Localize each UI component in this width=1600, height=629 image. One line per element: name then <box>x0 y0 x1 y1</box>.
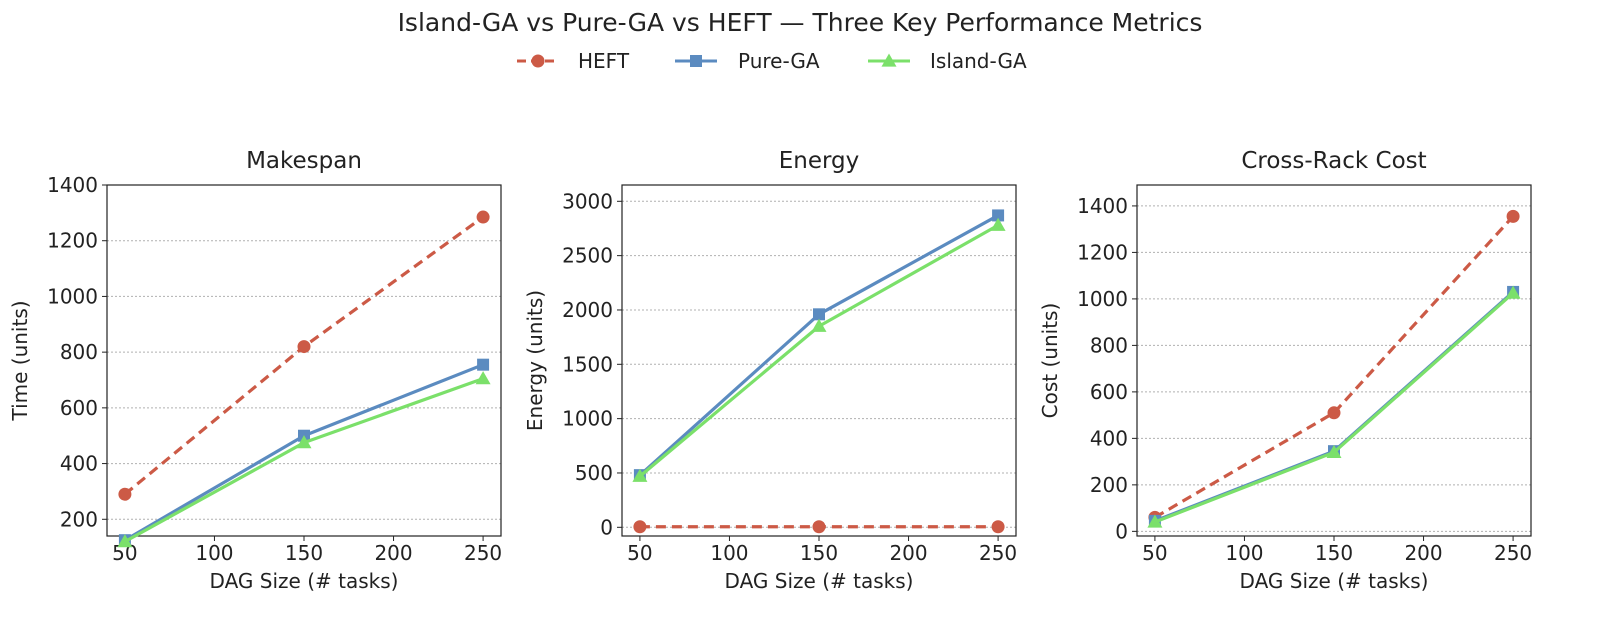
ylabel-energy: Energy (units) <box>523 290 547 431</box>
point-energy-island-ga-150 <box>811 318 827 332</box>
ytick-label-cross-rack-cost-0: 0 <box>1115 519 1128 543</box>
legend-item-island-ga: Island-GA <box>868 49 1027 73</box>
ytick-label-cross-rack-cost-1200: 1200 <box>1077 240 1128 264</box>
point-makespan-pure-ga-250 <box>477 358 490 371</box>
panel-title-cross-rack-cost: Cross-Rack Cost <box>1241 148 1426 174</box>
series-line-makespan-pure-ga <box>124 363 484 542</box>
legend-label-island-ga: Island-GA <box>930 49 1027 73</box>
panel-title-energy: Energy <box>779 148 860 174</box>
point-energy-heft-50 <box>633 520 647 534</box>
ylabel-makespan: Time (units) <box>8 300 32 421</box>
ytick-label-makespan-200: 200 <box>60 507 98 531</box>
point-cross-rack-cost-island-ga-250 <box>1505 285 1521 299</box>
ytick-label-energy-3000: 3000 <box>562 189 613 213</box>
ytick-label-energy-0: 0 <box>600 515 613 539</box>
xtick-label-energy-100: 100 <box>710 541 748 565</box>
panel-title-makespan: Makespan <box>246 148 362 174</box>
xtick-label-makespan-150: 150 <box>285 541 323 565</box>
xlabel-cross-rack-cost: DAG Size (# tasks) <box>1240 569 1429 593</box>
series-cross-rack-cost-island-ga <box>1147 285 1521 528</box>
series-line-makespan-island-ga <box>124 377 484 543</box>
ytick-label-makespan-400: 400 <box>60 452 98 476</box>
ytick-label-makespan-1400: 1400 <box>47 173 98 197</box>
point-makespan-heft-50 <box>118 487 132 501</box>
plot-frame-cross-rack-cost <box>1136 184 1532 537</box>
legend-marker-pure-ga <box>690 55 702 67</box>
point-cross-rack-cost-heft-150 <box>1327 406 1341 420</box>
point-energy-pure-ga-250 <box>992 209 1005 222</box>
xtick-label-energy-50: 50 <box>627 541 652 565</box>
ytick-label-cross-rack-cost-400: 400 <box>1090 426 1128 450</box>
xtick-label-energy-150: 150 <box>800 541 838 565</box>
ytick-label-cross-rack-cost-600: 600 <box>1090 380 1128 404</box>
point-energy-island-ga-50 <box>632 468 648 482</box>
series-energy-pure-ga <box>633 209 1005 482</box>
xtick-label-energy-200: 200 <box>889 541 927 565</box>
panel-energy: 0 500 1000 1500 2000 2500 3000 50 100 150 200 250 En… <box>523 148 1017 593</box>
ytick-label-energy-1000: 1000 <box>562 407 613 431</box>
xlabel-makespan: DAG Size (# tasks) <box>210 569 399 593</box>
ytick-label-energy-2500: 2500 <box>562 244 613 268</box>
point-energy-heft-250 <box>991 520 1005 534</box>
panel-cross-rack-cost: 0 200 400 600 800 1000 1200 1400 50 100 150 200 250 C… <box>1038 148 1532 593</box>
legend-marker-island-ga <box>881 53 897 67</box>
point-makespan-island-ga-250 <box>475 371 491 385</box>
ytick-label-cross-rack-cost-1000: 1000 <box>1077 287 1128 311</box>
point-makespan-heft-250 <box>476 210 490 224</box>
legend-marker-heft <box>531 54 545 68</box>
series-line-makespan-heft <box>123 215 485 496</box>
series-makespan-island-ga <box>117 371 491 548</box>
grid-cross-rack-cost <box>1137 205 1531 532</box>
ytick-label-cross-rack-cost-1400: 1400 <box>1077 194 1128 218</box>
xtick-label-cross-rack-cost-150: 150 <box>1315 541 1353 565</box>
xtick-label-makespan-250: 250 <box>464 541 502 565</box>
figure-title: Island-GA vs Pure-GA vs HEFT — Three Key… <box>398 8 1203 37</box>
xtick-label-makespan-200: 200 <box>374 541 412 565</box>
xlabel-energy: DAG Size (# tasks) <box>725 569 914 593</box>
ytick-label-energy-500: 500 <box>575 461 613 485</box>
xtick-label-cross-rack-cost-50: 50 <box>1142 541 1167 565</box>
ytick-label-energy-2000: 2000 <box>562 298 613 322</box>
point-makespan-island-ga-150 <box>296 435 312 449</box>
ytick-label-makespan-1200: 1200 <box>47 229 98 253</box>
series-cross-rack-cost-heft <box>1148 209 1520 524</box>
legend-item-heft: HEFT <box>517 49 630 73</box>
ytick-label-makespan-800: 800 <box>60 340 98 364</box>
ytick-label-makespan-600: 600 <box>60 396 98 420</box>
legend-label-heft: HEFT <box>578 49 630 73</box>
ytick-label-energy-1500: 1500 <box>562 352 613 376</box>
ytick-label-makespan-1000: 1000 <box>47 284 98 308</box>
point-cross-rack-cost-island-ga-50 <box>1147 514 1163 528</box>
point-energy-heft-150 <box>812 520 826 534</box>
plot-frame-makespan <box>106 184 502 537</box>
series-energy-island-ga <box>632 217 1006 482</box>
ytick-label-cross-rack-cost-200: 200 <box>1090 473 1128 497</box>
xtick-label-cross-rack-cost-200: 200 <box>1404 541 1442 565</box>
series-line-energy-island-ga <box>638 223 999 478</box>
point-makespan-island-ga-50 <box>117 534 133 548</box>
xtick-label-energy-250: 250 <box>979 541 1017 565</box>
ylabel-cross-rack-cost: Cost (units) <box>1038 303 1062 419</box>
point-energy-pure-ga-150 <box>813 308 825 321</box>
series-line-cross-rack-cost-heft <box>1154 215 1515 519</box>
xtick-label-makespan-100: 100 <box>195 541 233 565</box>
legend-item-pure-ga: Pure-GA <box>675 49 820 73</box>
point-energy-island-ga-250 <box>990 217 1006 231</box>
point-cross-rack-cost-island-ga-150 <box>1326 444 1342 458</box>
point-makespan-heft-150 <box>297 340 311 354</box>
legend-label-pure-ga: Pure-GA <box>738 49 820 73</box>
xtick-label-cross-rack-cost-100: 100 <box>1225 541 1263 565</box>
xtick-label-cross-rack-cost-250: 250 <box>1494 541 1532 565</box>
series-makespan-heft <box>118 210 490 501</box>
series-energy-heft <box>633 520 1005 534</box>
legend: HEFT Pure-GA Island-GA <box>517 49 1027 73</box>
point-cross-rack-cost-heft-250 <box>1506 209 1520 223</box>
ytick-label-cross-rack-cost-800: 800 <box>1090 333 1128 357</box>
